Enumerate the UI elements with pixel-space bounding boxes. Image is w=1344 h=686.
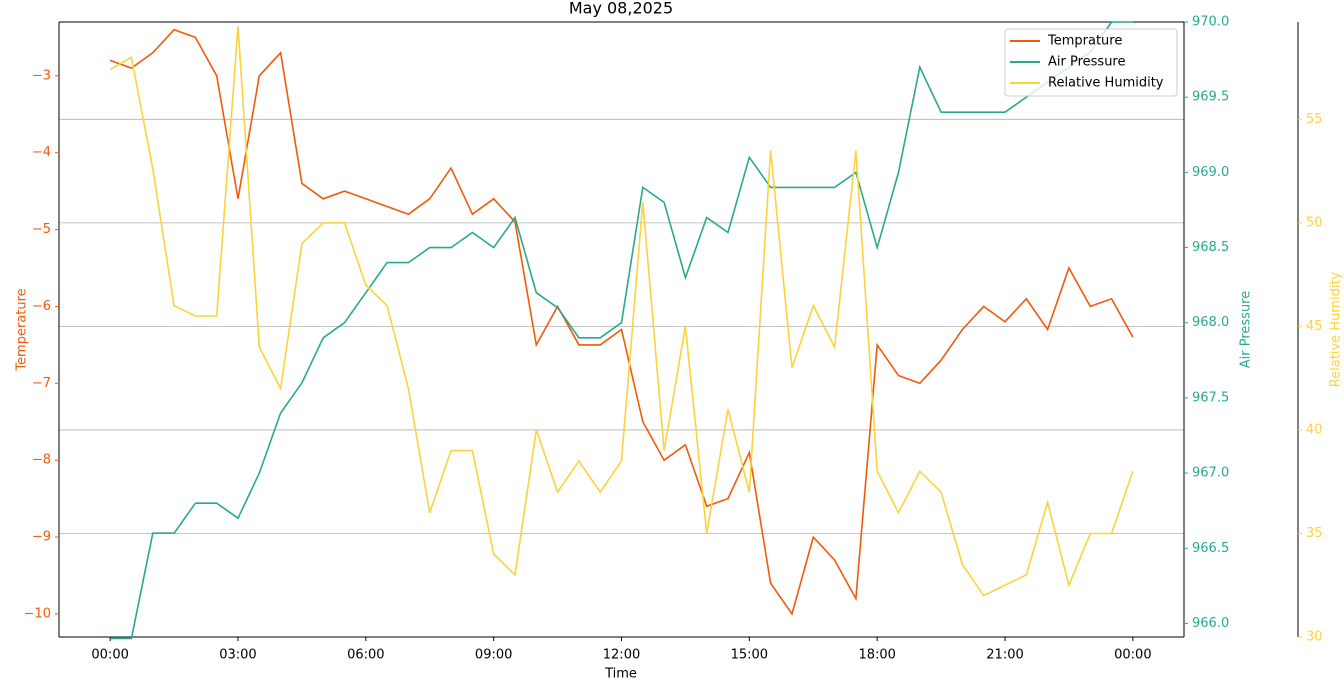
y-tick-label: −6 xyxy=(32,299,51,314)
y-tick-label: −8 xyxy=(32,453,51,468)
y-tick-label: 969.5 xyxy=(1192,90,1229,105)
y-tick-label: 967.5 xyxy=(1192,390,1229,405)
chart-title: May 08,2025 xyxy=(569,0,673,18)
y-tick-label: 55 xyxy=(1306,112,1323,127)
y-axis-label: Relative Humidity xyxy=(1329,271,1344,387)
legend-label: Temprature xyxy=(1047,34,1122,49)
y-axis-label: Air Pressure xyxy=(1239,291,1254,369)
y-tick-label: 968.0 xyxy=(1192,315,1229,330)
x-tick-label: 18:00 xyxy=(858,648,895,663)
x-tick-label: 21:00 xyxy=(986,648,1023,663)
x-tick-label: 00:00 xyxy=(91,648,128,663)
x-tick-label: 15:00 xyxy=(731,648,768,663)
y-tick-label: −10 xyxy=(24,606,51,621)
x-tick-label: 03:00 xyxy=(219,648,256,663)
series-line xyxy=(110,21,1133,640)
y-tick-label: −5 xyxy=(32,222,51,237)
y-tick-label: 35 xyxy=(1306,526,1323,541)
y-tick-label: 966.5 xyxy=(1192,541,1229,556)
legend-label: Relative Humidity xyxy=(1048,76,1164,91)
y-tick-label: 969.0 xyxy=(1192,165,1229,180)
series-line xyxy=(109,26,1134,597)
y-tick-label: 968.5 xyxy=(1192,240,1229,255)
x-tick-label: 09:00 xyxy=(475,648,512,663)
y-axis-label: Temperature xyxy=(15,288,30,371)
y-tick-label: −9 xyxy=(32,530,51,545)
x-axis-label: Time xyxy=(604,667,637,682)
x-tick-label: 06:00 xyxy=(347,648,384,663)
y-tick-label: 40 xyxy=(1306,422,1323,437)
y-tick-label: −3 xyxy=(32,68,51,83)
x-tick-label: 00:00 xyxy=(1114,648,1151,663)
legend-box xyxy=(1004,28,1178,97)
y-tick-label: 50 xyxy=(1306,215,1323,230)
y-tick-label: −7 xyxy=(32,376,51,391)
y-tick-label: 967.0 xyxy=(1192,466,1229,481)
y-tick-label: 970.0 xyxy=(1192,15,1229,30)
y-tick-label: 45 xyxy=(1306,319,1323,334)
x-tick-label: 12:00 xyxy=(603,648,640,663)
y-tick-label: −4 xyxy=(32,145,51,160)
y-tick-label: 966.0 xyxy=(1192,616,1229,631)
series-line xyxy=(109,28,1134,616)
legend-label: Air Pressure xyxy=(1048,55,1126,70)
y-tick-label: 30 xyxy=(1306,630,1323,645)
